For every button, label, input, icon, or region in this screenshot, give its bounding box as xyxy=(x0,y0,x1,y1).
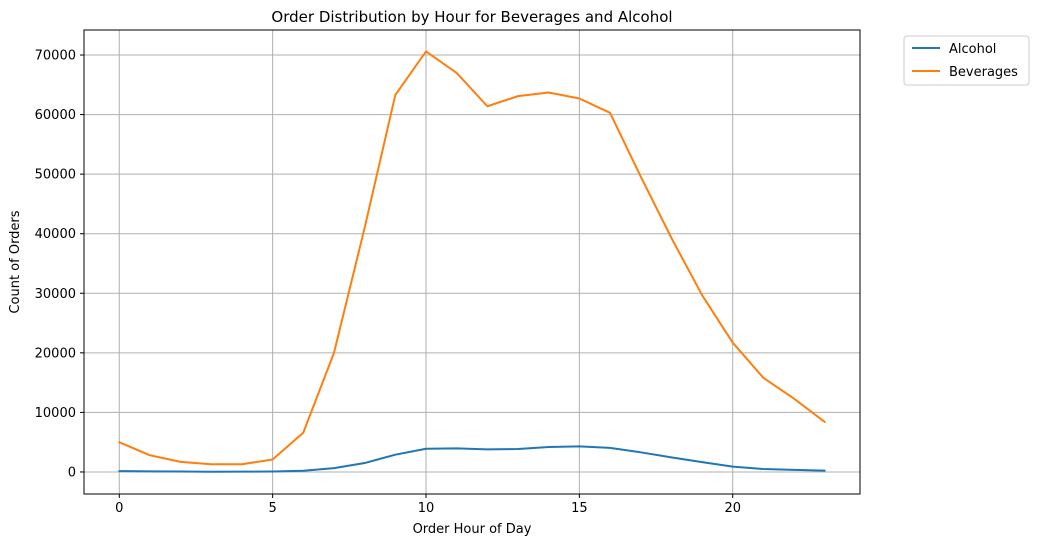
series-layer xyxy=(118,50,826,473)
y-axis: 0 10000 20000 30000 40000 50000 60000 70000 xyxy=(35,49,84,480)
y-tick-label: 20000 xyxy=(35,346,76,361)
legend-label-beverages: Beverages xyxy=(949,65,1018,80)
series-line-beverages xyxy=(118,50,826,466)
y-tick-label: 10000 xyxy=(35,406,76,421)
y-axis-label: Count of Orders xyxy=(8,210,23,313)
x-axis: 0 5 10 15 20 xyxy=(115,494,741,516)
series-line-alcohol xyxy=(118,445,826,473)
x-tick-label: 15 xyxy=(571,501,588,516)
x-tick-label: 0 xyxy=(115,501,123,516)
plot-area xyxy=(83,29,861,495)
grid-lines xyxy=(84,30,860,494)
y-tick-label: 30000 xyxy=(35,287,76,302)
chart-title: Order Distribution by Hour for Beverages… xyxy=(271,8,672,26)
x-tick-label: 10 xyxy=(418,501,435,516)
x-tick-label: 5 xyxy=(268,501,276,516)
x-tick-label: 20 xyxy=(724,501,741,516)
y-tick-label: 50000 xyxy=(35,168,76,183)
y-tick-label: 0 xyxy=(68,465,76,480)
legend: Alcohol Beverages xyxy=(903,35,1030,86)
y-tick-label: 70000 xyxy=(35,49,76,64)
y-tick-label: 60000 xyxy=(35,108,76,123)
legend-label-alcohol: Alcohol xyxy=(949,42,996,57)
y-tick-label: 40000 xyxy=(35,227,76,242)
x-axis-label: Order Hour of Day xyxy=(413,522,532,537)
